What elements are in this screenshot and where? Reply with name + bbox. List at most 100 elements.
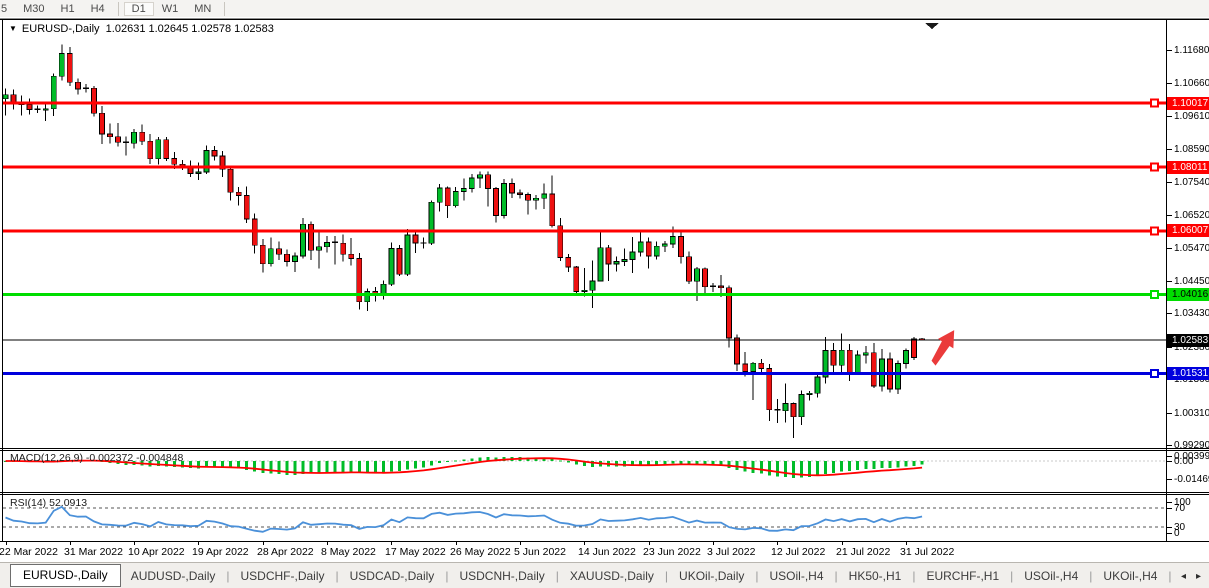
macd-histogram-bar: [832, 461, 836, 474]
price-axis-label: 1.03430: [1174, 308, 1209, 319]
macd-histogram-bar: [735, 461, 739, 470]
macd-histogram-bar: [277, 461, 281, 475]
macd-histogram-bar: [711, 461, 715, 466]
candle-body: [259, 244, 266, 265]
macd-histogram-bar: [188, 461, 192, 469]
rsi-pane-border-top: [0, 494, 1209, 495]
candle-body: [613, 261, 620, 265]
tab-scroll-left-icon[interactable]: ◂: [1180, 570, 1186, 582]
macd-pane-border-top: [0, 450, 1209, 451]
macd-histogram-bar: [237, 461, 241, 469]
chart-tab-usoilh4[interactable]: USOil-,H4: [1024, 569, 1079, 583]
candle-body: [91, 87, 97, 114]
arrow-shape: [931, 330, 955, 366]
price-axis-label: 1.09610: [1174, 111, 1209, 122]
rsi-line: [5, 505, 923, 533]
candle-body: [324, 241, 331, 248]
candle-body: [629, 251, 636, 260]
timeframe-button-MN[interactable]: MN: [194, 2, 212, 15]
candle-body: [581, 289, 588, 292]
macd-histogram-bar: [759, 461, 763, 474]
candle-body: [661, 243, 668, 247]
macd-histogram-bar: [848, 461, 852, 471]
macd-histogram-bar: [888, 461, 892, 469]
macd-histogram-bar: [671, 461, 675, 464]
candle-body: [694, 268, 700, 282]
timeframe-button-M30[interactable]: M30: [23, 2, 45, 15]
macd-histogram-bar: [719, 461, 723, 467]
chart-tab-hk50h1[interactable]: HK50-,H1: [848, 569, 902, 583]
candle-body: [292, 255, 298, 262]
window-border-top-outer: [0, 18, 1209, 19]
macd-histogram-bar: [920, 461, 924, 465]
line-handle[interactable]: [1150, 289, 1159, 299]
candle-body: [476, 174, 483, 179]
price-axis-tick: [1167, 248, 1172, 249]
price-axis-line: [1166, 19, 1167, 541]
date-axis-tick: [584, 541, 585, 545]
trend-arrow-annotation[interactable]: [925, 325, 961, 368]
candle-body: [452, 191, 459, 207]
timeframe-button-H1[interactable]: H1: [60, 2, 75, 15]
macd-histogram-bar: [438, 461, 442, 464]
date-axis-label: 8 May 2022: [321, 546, 376, 558]
line-handle[interactable]: [1150, 369, 1159, 379]
macd-histogram-bar: [333, 461, 337, 473]
candle-body: [316, 246, 322, 251]
timeframe-button-H4[interactable]: H4: [90, 2, 105, 15]
rsi-axis-tick: [1167, 533, 1172, 534]
tab-separator: |: [912, 569, 916, 583]
line-handle[interactable]: [1150, 226, 1159, 236]
candle-body: [404, 234, 411, 275]
tab-separator: |: [1010, 569, 1014, 583]
macd-histogram-bar: [751, 461, 755, 473]
candle-body: [171, 158, 178, 165]
timeframe-button-D1[interactable]: D1: [123, 1, 154, 16]
price-axis-label: 1.05470: [1174, 243, 1209, 254]
tab-scroll-right-icon[interactable]: ▸: [1195, 570, 1201, 582]
chart-tab-ukoilh4[interactable]: UKOil-,H4: [1103, 569, 1158, 583]
candle-body: [525, 194, 531, 201]
macd-histogram-bar: [647, 461, 651, 466]
price-axis-tick: [1167, 281, 1172, 282]
chart-tab-usdcnhdaily[interactable]: USDCNH-,Daily: [459, 569, 545, 583]
chart-tab-usoilh4[interactable]: USOil-,H4: [769, 569, 824, 583]
macd-histogram-bar: [703, 461, 707, 466]
chart-tab-xauusddaily[interactable]: XAUUSD-,Daily: [569, 569, 654, 583]
chart-tab-audusddaily[interactable]: AUDUSD-,Daily: [130, 569, 216, 583]
chart-tab-ukoildaily[interactable]: UKOil-,Daily: [679, 569, 745, 583]
candle-body: [66, 53, 73, 83]
macd-histogram-bar: [454, 460, 458, 462]
macd-histogram-bar: [727, 461, 731, 468]
chart-tab-eurusddaily[interactable]: EURUSD-,Daily: [10, 563, 121, 587]
tab-separator: |: [445, 569, 449, 583]
candle-body: [742, 363, 749, 372]
candle-body: [460, 188, 467, 193]
timeframe-button-5[interactable]: 5: [1, 2, 8, 15]
macd-histogram-bar: [293, 461, 297, 475]
candle-body: [428, 201, 435, 244]
candle-body: [300, 223, 306, 257]
candle-body: [734, 337, 741, 365]
date-axis-tick: [327, 541, 328, 545]
candle-body: [388, 248, 395, 285]
candle-body: [766, 367, 773, 411]
macd-histogram-bar: [341, 461, 345, 472]
macd-histogram-bar: [349, 461, 353, 472]
macd-histogram-bar: [816, 461, 820, 476]
chart-tab-eurchfh1[interactable]: EURCHF-,H1: [926, 569, 1000, 583]
timeframe-button-W1[interactable]: W1: [161, 2, 179, 15]
candle-body: [107, 133, 113, 138]
line-handle[interactable]: [1150, 98, 1159, 108]
candle-body: [396, 248, 403, 275]
line-handle[interactable]: [1150, 162, 1159, 172]
chart-tab-usdcaddaily[interactable]: USDCAD-,Daily: [349, 569, 435, 583]
candle-body: [444, 187, 451, 207]
candle-body: [58, 53, 65, 77]
candle-body: [468, 177, 475, 189]
candle-body: [99, 112, 105, 135]
candle-body: [139, 131, 146, 142]
macd-histogram-bar: [462, 459, 466, 461]
chart-tab-usdchfdaily[interactable]: USDCHF-,Daily: [240, 569, 325, 583]
